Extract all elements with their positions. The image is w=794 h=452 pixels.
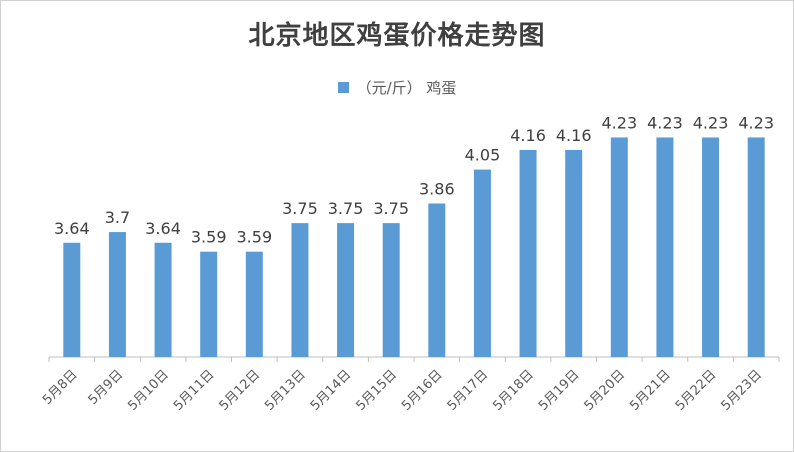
data-label: 3.75 bbox=[282, 199, 318, 218]
x-tick-label: 5月20日 bbox=[582, 367, 629, 414]
bar bbox=[747, 137, 765, 357]
data-label: 3.59 bbox=[237, 228, 273, 247]
data-label: 4.16 bbox=[556, 126, 592, 145]
data-label: 3.75 bbox=[373, 199, 409, 218]
x-tick-label: 5月17日 bbox=[445, 367, 492, 414]
x-tick-label: 5月19日 bbox=[536, 367, 583, 414]
bar bbox=[108, 232, 126, 357]
bar bbox=[565, 149, 583, 357]
x-tick-label: 5月18日 bbox=[490, 367, 537, 414]
x-tick-label: 5月16日 bbox=[399, 367, 446, 414]
data-label: 3.86 bbox=[419, 179, 455, 198]
x-tick-label: 5月22日 bbox=[673, 367, 720, 414]
bar bbox=[702, 137, 720, 357]
bar bbox=[610, 137, 628, 357]
x-tick-label: 5月9日 bbox=[86, 367, 127, 408]
x-tick-label: 5月13日 bbox=[262, 367, 309, 414]
data-label: 3.59 bbox=[191, 228, 227, 247]
data-label: 3.64 bbox=[145, 219, 181, 238]
x-tick-label: 5月8日 bbox=[40, 367, 81, 408]
x-tick-label: 5月12日 bbox=[217, 367, 264, 414]
data-label: 4.23 bbox=[738, 113, 774, 132]
chart-title: 北京地区鸡蛋价格走势图 bbox=[248, 21, 546, 51]
bar bbox=[519, 149, 537, 357]
legend-label: （元/斤） 鸡蛋 bbox=[356, 79, 457, 97]
bar bbox=[200, 251, 218, 357]
data-label: 3.7 bbox=[105, 208, 130, 227]
bar bbox=[428, 203, 446, 357]
x-tick-label: 5月11日 bbox=[171, 367, 218, 414]
legend-swatch bbox=[337, 82, 349, 93]
bar bbox=[63, 242, 81, 357]
data-label: 3.75 bbox=[328, 199, 364, 218]
data-label: 4.16 bbox=[510, 126, 546, 145]
data-label: 3.64 bbox=[54, 219, 90, 238]
bar bbox=[382, 223, 400, 357]
x-tick-label: 5月21日 bbox=[627, 367, 674, 414]
legend: （元/斤） 鸡蛋 bbox=[1, 77, 793, 98]
data-label: 4.05 bbox=[465, 146, 501, 165]
bar bbox=[291, 223, 309, 357]
x-tick-label: 5月23日 bbox=[718, 367, 765, 414]
data-label: 4.23 bbox=[602, 113, 638, 132]
x-tick-label: 5月14日 bbox=[308, 367, 355, 414]
bar bbox=[337, 223, 355, 357]
x-tick-label: 5月10日 bbox=[125, 367, 172, 414]
x-tick-label: 5月15日 bbox=[353, 367, 400, 414]
bar bbox=[473, 169, 491, 357]
bar bbox=[656, 137, 674, 357]
data-label: 4.23 bbox=[647, 113, 683, 132]
data-label: 4.23 bbox=[693, 113, 729, 132]
bar bbox=[245, 251, 263, 357]
bar bbox=[154, 242, 172, 357]
